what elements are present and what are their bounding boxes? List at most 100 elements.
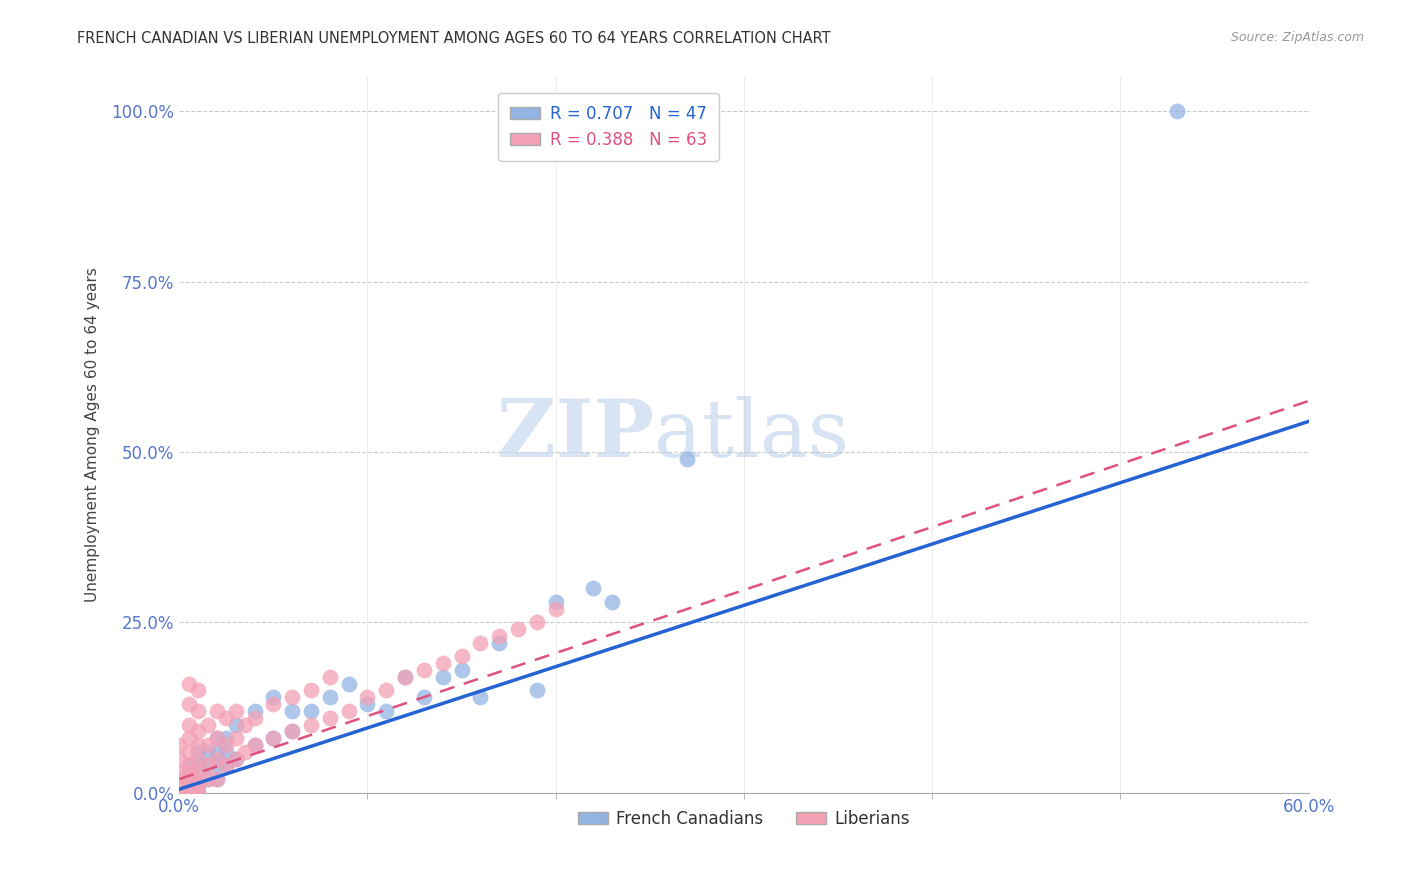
Point	[177, 697, 200, 711]
Point	[262, 690, 284, 705]
Point	[262, 731, 284, 746]
Point	[187, 683, 209, 698]
Point	[375, 683, 398, 698]
Point	[281, 724, 304, 739]
Point	[177, 731, 200, 746]
Text: ZIP: ZIP	[496, 396, 654, 474]
Point	[243, 711, 266, 725]
Point	[450, 649, 472, 664]
Point	[169, 765, 191, 780]
Point	[177, 676, 200, 690]
Point	[177, 782, 200, 797]
Point	[299, 717, 322, 731]
Point	[197, 745, 219, 759]
Legend: French Canadians, Liberians: French Canadians, Liberians	[571, 803, 917, 834]
Point	[243, 738, 266, 752]
Point	[169, 738, 191, 752]
Point	[169, 779, 191, 793]
Point	[215, 745, 238, 759]
Point	[506, 622, 529, 636]
Point	[225, 751, 247, 765]
Point	[177, 717, 200, 731]
Point	[526, 615, 548, 630]
Point	[215, 758, 238, 772]
Point	[356, 690, 378, 705]
Point	[177, 775, 200, 789]
Point	[470, 636, 492, 650]
Y-axis label: Unemployment Among Ages 60 to 64 years: Unemployment Among Ages 60 to 64 years	[86, 268, 100, 602]
Text: FRENCH CANADIAN VS LIBERIAN UNEMPLOYMENT AMONG AGES 60 TO 64 YEARS CORRELATION C: FRENCH CANADIAN VS LIBERIAN UNEMPLOYMENT…	[77, 31, 831, 46]
Point	[177, 758, 200, 772]
Point	[205, 704, 228, 718]
Point	[225, 717, 247, 731]
Point	[197, 758, 219, 772]
Point	[600, 595, 623, 609]
Point	[243, 738, 266, 752]
Point	[187, 745, 209, 759]
Point	[281, 724, 304, 739]
Point	[233, 745, 256, 759]
Point	[281, 704, 304, 718]
Point	[205, 745, 228, 759]
Point	[187, 738, 209, 752]
Point	[187, 786, 209, 800]
Point	[177, 779, 200, 793]
Point	[197, 772, 219, 786]
Point	[177, 786, 200, 800]
Point	[205, 751, 228, 765]
Point	[215, 731, 238, 746]
Point	[187, 758, 209, 772]
Point	[526, 683, 548, 698]
Point	[319, 690, 342, 705]
Point	[187, 772, 209, 786]
Point	[169, 751, 191, 765]
Point	[299, 704, 322, 718]
Point	[1166, 104, 1188, 119]
Text: Source: ZipAtlas.com: Source: ZipAtlas.com	[1230, 31, 1364, 45]
Point	[215, 711, 238, 725]
Point	[187, 765, 209, 780]
Point	[225, 751, 247, 765]
Point	[394, 670, 416, 684]
Point	[205, 731, 228, 746]
Point	[187, 724, 209, 739]
Point	[187, 779, 209, 793]
Point	[215, 738, 238, 752]
Point	[177, 745, 200, 759]
Point	[676, 451, 699, 466]
Point	[243, 704, 266, 718]
Point	[394, 670, 416, 684]
Point	[205, 772, 228, 786]
Point	[187, 779, 209, 793]
Point	[205, 758, 228, 772]
Point	[169, 772, 191, 786]
Point	[205, 731, 228, 746]
Point	[205, 772, 228, 786]
Point	[544, 595, 567, 609]
Point	[187, 786, 209, 800]
Point	[413, 690, 436, 705]
Point	[197, 772, 219, 786]
Point	[375, 704, 398, 718]
Point	[215, 758, 238, 772]
Point	[187, 704, 209, 718]
Point	[450, 663, 472, 677]
Point	[488, 636, 510, 650]
Point	[582, 582, 605, 596]
Point	[177, 772, 200, 786]
Point	[337, 676, 360, 690]
Point	[197, 758, 219, 772]
Point	[488, 629, 510, 643]
Point	[432, 657, 454, 671]
Point	[233, 717, 256, 731]
Point	[177, 772, 200, 786]
Point	[177, 765, 200, 780]
Point	[177, 779, 200, 793]
Point	[544, 601, 567, 615]
Point	[225, 704, 247, 718]
Point	[356, 697, 378, 711]
Point	[225, 731, 247, 746]
Point	[262, 731, 284, 746]
Point	[177, 758, 200, 772]
Point	[177, 786, 200, 800]
